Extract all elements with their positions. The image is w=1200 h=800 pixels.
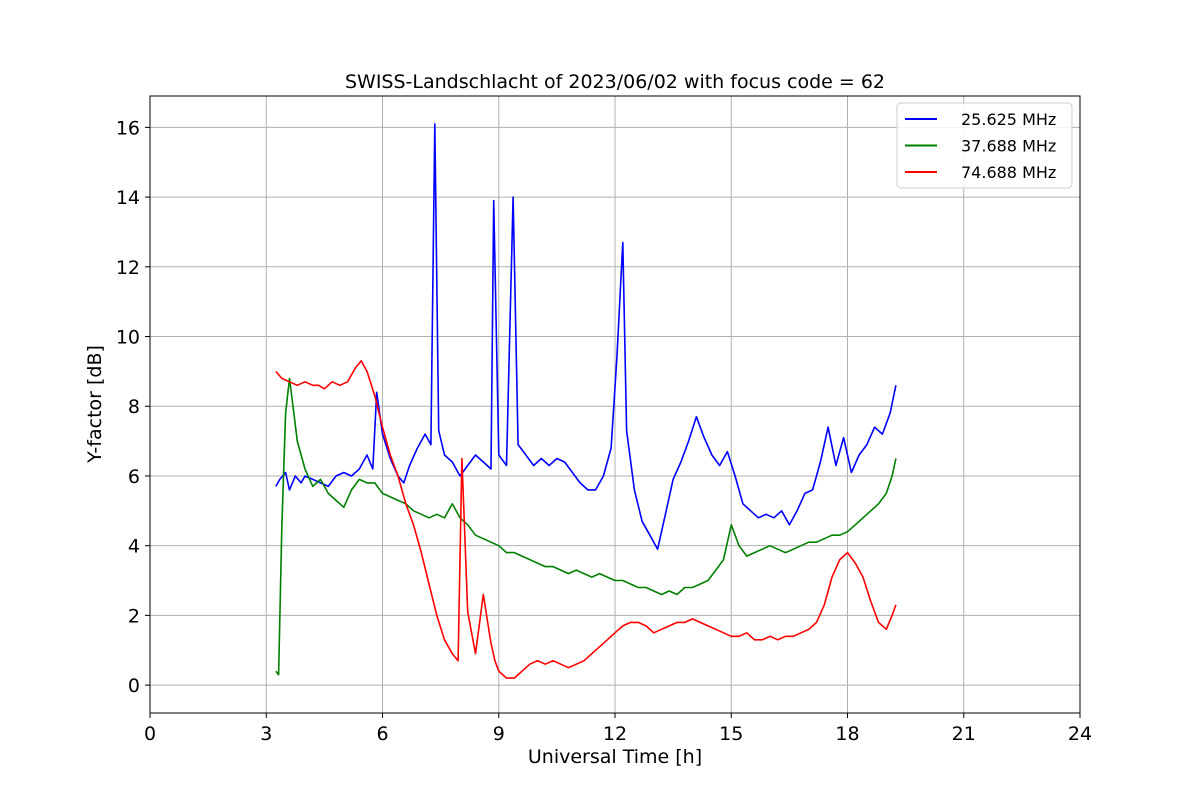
y-tick-label: 2 [128, 605, 140, 627]
x-tick-label: 3 [260, 723, 272, 745]
x-tick-label: 6 [376, 723, 388, 745]
y-tick-label: 6 [128, 466, 140, 488]
x-tick-label: 21 [952, 723, 976, 745]
y-tick-label: 14 [116, 187, 140, 209]
series-line-2 [275, 360, 897, 679]
x-tick-label: 12 [603, 723, 627, 745]
y-tick-label: 0 [128, 675, 140, 697]
x-axis-ticks: 0 3 6 9 12 15 18 21 24 [144, 713, 1092, 745]
x-tick-label: 15 [719, 723, 743, 745]
legend: 25.625 MHz 37.688 MHz 74.688 MHz [896, 102, 1073, 189]
legend-label-1: 37.688 MHz [961, 137, 1056, 156]
series-line-1 [275, 377, 897, 676]
plot-series [275, 123, 897, 679]
y-axis-ticks: 0 2 4 6 8 10 12 14 16 [116, 117, 150, 697]
y-tick-label: 8 [128, 396, 140, 418]
series-line-0 [275, 123, 897, 551]
y-tick-label: 12 [116, 257, 140, 279]
legend-box [896, 102, 1073, 189]
y-tick-label: 10 [116, 327, 140, 349]
chart-title: SWISS-Landschlacht of 2023/06/02 with fo… [345, 71, 885, 93]
legend-label-0: 25.625 MHz [961, 110, 1056, 129]
y-tick-label: 16 [116, 117, 140, 139]
x-axis-label: Universal Time [h] [528, 746, 702, 768]
y-tick-label: 4 [128, 536, 140, 558]
x-tick-label: 9 [493, 723, 505, 745]
x-tick-label: 24 [1068, 723, 1092, 745]
x-tick-label: 0 [144, 723, 156, 745]
x-tick-label: 18 [835, 723, 859, 745]
y-axis-label: Y-factor [dB] [84, 345, 106, 464]
legend-label-2: 74.688 MHz [961, 163, 1056, 182]
